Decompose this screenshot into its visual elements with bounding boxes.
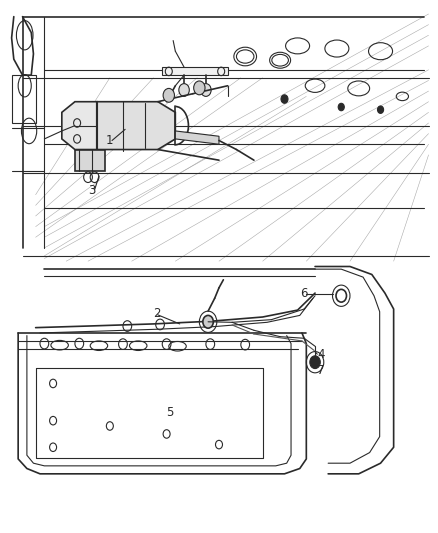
Text: 2: 2	[153, 307, 161, 320]
Circle shape	[201, 84, 211, 96]
Circle shape	[203, 316, 213, 328]
Polygon shape	[62, 102, 97, 150]
Text: 4: 4	[317, 348, 325, 361]
Text: 7: 7	[317, 364, 325, 377]
Circle shape	[179, 84, 189, 96]
Polygon shape	[162, 67, 228, 75]
Circle shape	[281, 95, 288, 103]
Circle shape	[194, 81, 205, 95]
Circle shape	[378, 106, 384, 114]
Circle shape	[310, 356, 320, 368]
Polygon shape	[75, 150, 106, 171]
Circle shape	[163, 88, 174, 102]
Text: 6: 6	[300, 287, 307, 300]
Circle shape	[338, 103, 344, 111]
Polygon shape	[79, 102, 175, 150]
Text: 1: 1	[106, 134, 113, 147]
Polygon shape	[175, 131, 219, 144]
Text: 5: 5	[166, 407, 174, 419]
Text: 3: 3	[88, 184, 95, 197]
